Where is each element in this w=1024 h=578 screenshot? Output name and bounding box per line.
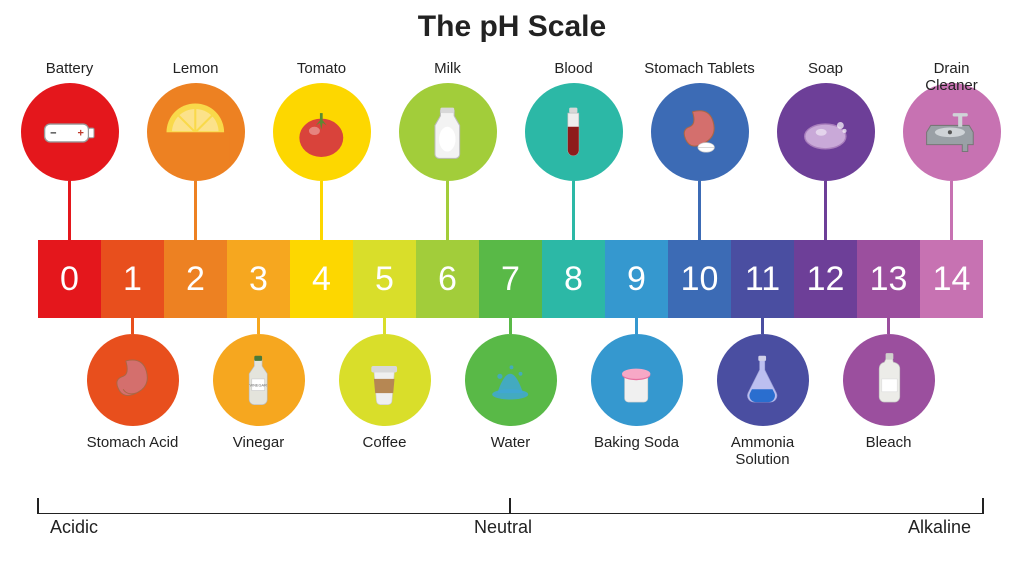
axis-label-acidic: Acidic (50, 517, 98, 538)
item-milk (399, 83, 497, 181)
svg-text:VINEGAR: VINEGAR (250, 383, 268, 387)
item-stomach (87, 334, 179, 426)
connector (698, 181, 701, 240)
connector (446, 181, 449, 240)
scale-cell-6: 6 (416, 240, 479, 318)
connector (257, 318, 260, 334)
item-coffee (339, 334, 431, 426)
scale-cell-3: 3 (227, 240, 290, 318)
ph-scale-diagram: 01234567891011121314 −+BatteryLemonTomat… (0, 50, 1024, 530)
connector (194, 181, 197, 240)
item-lemon (147, 83, 245, 181)
scale-cell-0: 0 (38, 240, 101, 318)
item-label: Soap (808, 60, 843, 77)
page-title: The pH Scale (0, 0, 1024, 44)
item-tomato (273, 83, 371, 181)
axis-labels: Acidic Neutral Alkaline (50, 517, 971, 538)
axis-tick (509, 498, 511, 514)
item-label: Blood (554, 60, 592, 77)
scale-cell-10: 10 (668, 240, 731, 318)
item-drain (903, 83, 1001, 181)
item-label: Bleach (866, 434, 912, 451)
scale-cell-5: 5 (353, 240, 416, 318)
scale-cell-4: 4 (290, 240, 353, 318)
coffee-icon (352, 348, 416, 412)
milk-icon (413, 98, 482, 167)
lemon-icon (161, 98, 230, 167)
connector (131, 318, 134, 334)
item-water (465, 334, 557, 426)
connector (509, 318, 512, 334)
svg-text:−: − (50, 127, 56, 139)
scale-cell-8: 8 (542, 240, 605, 318)
scale-cell-9: 9 (605, 240, 668, 318)
connector (635, 318, 638, 334)
stomach-tablets-icon (665, 98, 734, 167)
item-label: Water (491, 434, 530, 451)
tomato-icon (287, 98, 356, 167)
scale-cell-13: 13 (857, 240, 920, 318)
item-label: Ammonia Solution (731, 434, 794, 469)
axis-tick (37, 498, 39, 514)
item-bakingsoda (591, 334, 683, 426)
item-label: Lemon (173, 60, 219, 77)
item-label: Milk (434, 60, 461, 77)
axis-label-alkaline: Alkaline (908, 517, 971, 538)
item-bleach (843, 334, 935, 426)
water-icon (478, 348, 542, 412)
connector (68, 181, 71, 240)
scale-cell-7: 7 (479, 240, 542, 318)
bakingsoda-icon (604, 348, 668, 412)
item-label: Baking Soda (594, 434, 679, 451)
scale-cell-11: 11 (731, 240, 794, 318)
ammonia-icon (730, 348, 794, 412)
item-label: Drain Cleaner (915, 60, 988, 95)
connector (383, 318, 386, 334)
item-blood (525, 83, 623, 181)
blood-icon (539, 98, 608, 167)
item-stomach-tablets (651, 83, 749, 181)
connector (824, 181, 827, 240)
battery-icon: −+ (35, 98, 104, 167)
axis-line (38, 513, 983, 514)
connector (950, 181, 953, 240)
scale-cell-1: 1 (101, 240, 164, 318)
scale-cell-12: 12 (794, 240, 857, 318)
soap-icon (791, 98, 860, 167)
item-soap (777, 83, 875, 181)
vinegar-icon: VINEGAR (226, 348, 290, 412)
scale-cell-2: 2 (164, 240, 227, 318)
axis-tick (982, 498, 984, 514)
drain-icon (917, 98, 986, 167)
item-battery: −+ (21, 83, 119, 181)
item-label: Tomato (297, 60, 346, 77)
connector (887, 318, 890, 334)
item-label: Vinegar (233, 434, 284, 451)
svg-text:+: + (78, 127, 84, 139)
item-vinegar: VINEGAR (213, 334, 305, 426)
item-label: Battery (46, 60, 94, 77)
scale-cell-14: 14 (920, 240, 983, 318)
scale-row: 01234567891011121314 (38, 240, 983, 318)
stomach-icon (100, 348, 164, 412)
item-ammonia (717, 334, 809, 426)
connector (761, 318, 764, 334)
connector (320, 181, 323, 240)
bleach-icon (856, 348, 920, 412)
item-label: Stomach Tablets (644, 60, 755, 77)
item-label: Coffee (363, 434, 407, 451)
axis-label-neutral: Neutral (474, 517, 532, 538)
connector (572, 181, 575, 240)
item-label: Stomach Acid (87, 434, 179, 451)
